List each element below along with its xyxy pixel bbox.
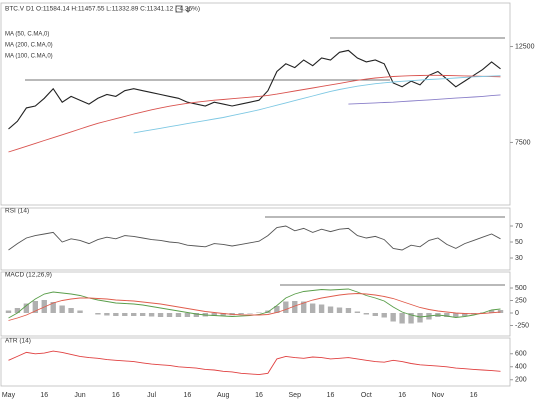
histogram-bar [122,313,128,316]
y-tick-label: 70 [515,223,523,230]
histogram-bar [68,308,74,313]
histogram-bar [283,301,289,313]
histogram-bar [113,313,119,316]
series-line [8,74,501,153]
histogram-bar [139,313,146,316]
histogram-bar [193,313,200,317]
x-tick-label: Nov [432,392,445,399]
histogram-bar [5,310,12,313]
y-tick-label: 12500 [515,43,535,50]
histogram-bar [417,313,423,323]
y-tick-label: 7500 [515,139,531,146]
histogram-bar [23,303,30,313]
x-tick-label: Aug [217,392,230,399]
legend-entry: MA (50, C.MA,0) [5,32,49,38]
x-tick-label: May [2,392,16,399]
histogram-bar [256,312,262,313]
x-tick-label: 16 [327,392,335,399]
histogram-bar [148,313,155,317]
histogram-bar [336,307,343,313]
y-tick-label: 250 [515,297,527,304]
histogram-bar [32,301,38,313]
histogram-bar [488,310,495,313]
y-tick-label: 30 [515,255,523,262]
histogram-bar [354,311,361,313]
y-tick-label: 50 [515,239,523,246]
histogram-bar [399,313,405,324]
histogram-bar [497,310,504,313]
x-tick-label: 16 [255,392,263,399]
y-tick-label: 0 [515,310,519,317]
histogram-bar [211,313,217,316]
histogram-bar [95,313,101,315]
histogram-bar [274,306,280,313]
histogram-bar [309,303,316,313]
histogram-bar [184,313,191,317]
histogram-bar [381,313,387,318]
y-tick-label: 500 [515,285,527,292]
legend-entry: MA (100, C.MA,0) [5,54,53,60]
histogram-bar [327,306,334,313]
histogram-bar [345,308,352,313]
panel-title: RSI (14) [5,208,29,215]
histogram-bar [131,313,137,316]
rsi-panel [0,207,511,271]
histogram-bar [238,313,244,315]
atr-panel [0,337,511,387]
x-tick-label: 16 [470,392,478,399]
histogram-bar [59,305,65,313]
series-line [8,293,501,321]
series-line [8,49,501,130]
x-tick-label: Jun [74,392,85,399]
histogram-bar [444,313,450,317]
y-tick-label: 200 [515,377,527,384]
x-tick-label: 16 [184,392,192,399]
histogram-bar [453,313,459,318]
histogram-bar [372,313,378,316]
histogram-bar [390,313,396,322]
series-line [348,94,501,105]
panel-title: ATR (14) [5,338,31,345]
x-tick-label: 16 [112,392,120,399]
histogram-bar [50,302,56,313]
histogram-bar [301,301,307,313]
y-tick-label: 600 [515,351,527,358]
series-line [8,350,501,376]
series-line [8,225,501,251]
legend-entry: MA (200, C.MA,0) [5,43,53,49]
panel-title: BTC.V D1 O:11584.14 H:11457.55 L:11332.8… [5,6,200,13]
toolbar-icons[interactable] [175,5,191,13]
x-tick-label: 16 [40,392,48,399]
y-tick-label: 400 [515,364,527,371]
series-line [133,75,501,134]
histogram-bar [220,313,226,316]
histogram-bar [104,313,110,316]
histogram-bar [77,310,83,313]
histogram-bar [157,313,164,317]
histogram-bar [14,308,21,313]
macd-panel [0,271,511,337]
histogram-bar [462,313,468,316]
x-tick-label: Sep [289,392,302,399]
y-tick-label: -250 [515,322,529,329]
histogram-bar [363,313,370,315]
x-tick-label: Oct [361,392,372,399]
histogram-bar [292,301,298,313]
histogram-bar [318,304,325,313]
histogram-bar [166,313,173,317]
histogram-bar [175,313,182,317]
histogram-bar [408,313,414,324]
price-panel [0,2,511,206]
histogram-bar [247,313,253,314]
panel-title: MACD (12,26,9) [5,272,52,279]
histogram-bar [41,300,47,313]
x-tick-label: 16 [398,392,406,399]
x-tick-label: Jul [147,392,156,399]
